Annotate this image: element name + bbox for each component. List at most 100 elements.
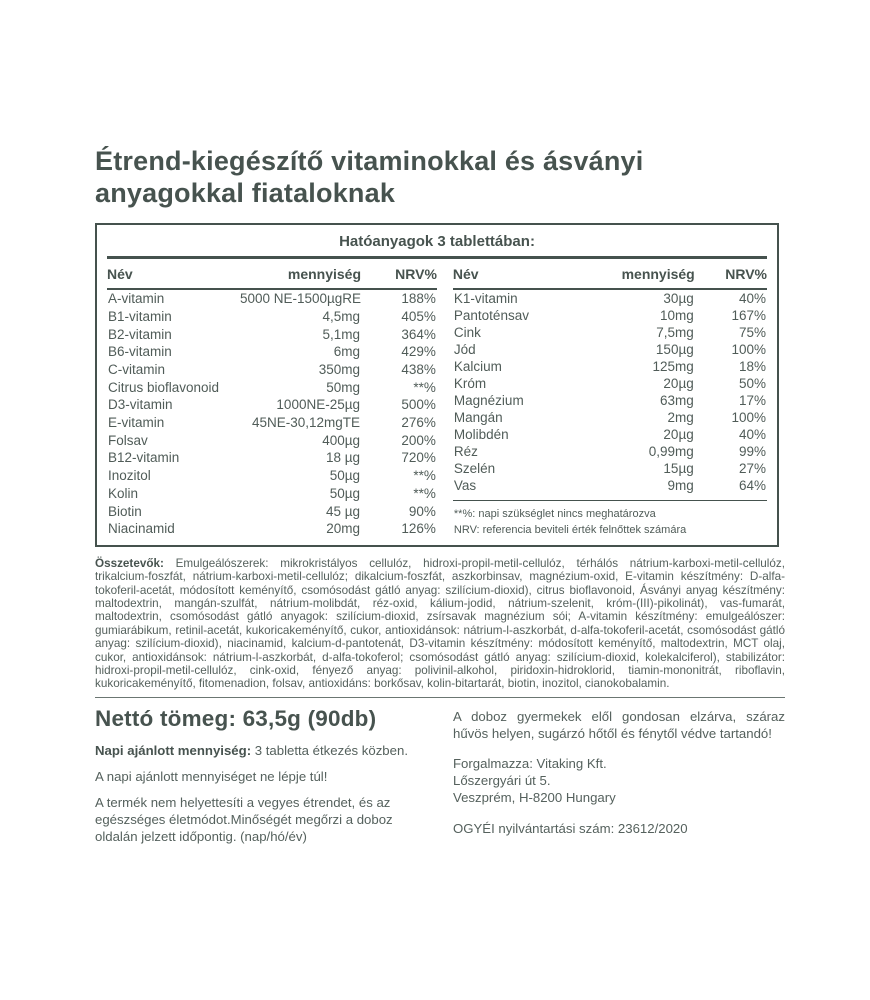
nutrient-nrv: 438%	[401, 361, 436, 377]
distributor-address: Forgalmazza: Vitaking Kft. Lőszergyári ú…	[453, 755, 785, 806]
table-row: Biotin 45 µg 90%	[107, 502, 437, 520]
nutrient-nrv: 50%	[738, 375, 766, 391]
nutrient-nrv: 364%	[401, 326, 436, 342]
ingredients-text: Emulgeálószerek: mikrokristályos celluló…	[95, 556, 785, 691]
nutrient-rows-right: K1-vitamin 30µg 40% Pantoténsav 10mg 167…	[453, 289, 767, 494]
table-row: D3-vitamin 1000NE-25µg 500%	[107, 396, 437, 414]
divider-thick	[107, 255, 767, 259]
table-columns: Név mennyiség NRV% A-vitamin 5000 NE-150…	[105, 258, 769, 538]
distributor-line: Lőszergyári út 5.	[453, 773, 551, 789]
dosage-block: Nettó tömeg: 63,5g (90db) Napi ajánlott …	[95, 705, 435, 855]
nutrient-nrv: 167%	[731, 307, 766, 323]
nutrient-nrv: 18%	[738, 358, 766, 374]
nutrient-amount: 9mg	[667, 477, 694, 493]
nutrient-nrv: 720%	[401, 450, 436, 466]
nutrient-name: D3-vitamin	[108, 397, 173, 413]
nutrient-name: E-vitamin	[108, 415, 165, 431]
nutrient-nrv: 276%	[401, 415, 436, 431]
nutrient-name: Kalcium	[453, 358, 502, 374]
nutrient-amount: 4,5mg	[322, 308, 361, 324]
daily-dose-text: 3 tabletta étkezés közben.	[251, 742, 408, 758]
nutrient-name: Molibdén	[453, 426, 509, 442]
nutrient-nrv: 17%	[738, 392, 766, 408]
table-row: Inozitol 50µg **%	[107, 467, 437, 485]
table-row: Pantoténsav 10mg 167%	[453, 307, 767, 324]
nutrient-amount: 400µg	[322, 432, 361, 448]
table-row: Kolin 50µg **%	[107, 485, 437, 503]
nutrient-amount: 150µg	[655, 341, 694, 357]
table-row: Magnézium 63mg 17%	[453, 392, 767, 409]
nutrient-nrv: 500%	[401, 397, 436, 413]
nutrient-name: Vas	[453, 477, 477, 493]
footnote-symbol: **%: napi szükséglet nincs meghatározva	[452, 499, 767, 522]
nutrient-amount: 45NE-30,12mgTE	[251, 415, 361, 431]
table-row: Kalcium 125mg 18%	[453, 358, 767, 375]
nutrient-amount: 0,99mg	[648, 443, 694, 459]
nutrient-name: Niacinamid	[108, 521, 175, 537]
nutrient-name: Mangán	[453, 409, 503, 425]
nutrient-name: Réz	[453, 443, 478, 459]
column-header-amount: mennyiség	[238, 258, 362, 290]
nutrient-amount: 30µg	[663, 290, 694, 306]
nutrient-amount: 6mg	[333, 344, 361, 360]
net-weight: Nettó tömeg: 63,5g (90db)	[95, 705, 377, 731]
footnote-nrv: NRV: referencia beviteli érték felnőttek…	[453, 523, 687, 536]
nutrient-nrv: 99%	[738, 443, 766, 459]
nutrient-name: C-vitamin	[108, 361, 166, 377]
table-row: Szelén 15µg 27%	[453, 460, 767, 477]
table-row: B1-vitamin 4,5mg 405%	[107, 307, 437, 325]
table-row: B12-vitamin 18 µg 720%	[107, 449, 437, 467]
table-row: Jód 150µg 100%	[453, 341, 767, 358]
daily-dose: Napi ajánlott mennyiség: 3 tabletta étke…	[95, 742, 435, 759]
nutrient-name: Pantoténsav	[453, 307, 529, 323]
nutrient-name: Króm	[453, 375, 487, 391]
table-row: B6-vitamin 6mg 429%	[107, 343, 437, 361]
nutrient-amount: 7,5mg	[656, 324, 694, 340]
nutrient-name: Inozitol	[108, 468, 151, 484]
nutrient-nrv: **%	[413, 379, 436, 395]
nutrient-amount: 20µg	[663, 426, 694, 442]
nutrient-amount: 125mg	[652, 358, 694, 374]
footnote-row: NRV: referencia beviteli érték felnőttek…	[453, 522, 767, 538]
nutrient-name: B6-vitamin	[108, 344, 172, 360]
nutrient-nrv: 429%	[401, 344, 436, 360]
distributor-block: A doboz gyermekek elől gondosan elzárva,…	[453, 705, 785, 855]
column-header-amount: mennyiség	[578, 258, 695, 290]
nutrient-name: B1-vitamin	[108, 308, 172, 324]
nutrient-amount: 5000 NE-1500µgRE	[239, 291, 362, 307]
registration-number: OGYÉI nyilvántartási szám: 23612/2020	[453, 820, 688, 836]
active-ingredients-table-box: Hatóanyagok 3 tablettában: Név mennyiség…	[95, 222, 779, 547]
nutrient-amount: 63mg	[659, 392, 694, 408]
bottom-section: Nettó tömeg: 63,5g (90db) Napi ajánlott …	[95, 705, 785, 855]
nutrient-amount: 1000NE-25µg	[276, 397, 361, 413]
nutrient-nrv: 100%	[731, 409, 766, 425]
distributor-line: Veszprém, H-8200 Hungary	[453, 790, 616, 806]
nutrient-name: Folsav	[108, 432, 148, 448]
nutrient-nrv: **%	[413, 468, 436, 484]
table-row: Molibdén 20µg 40%	[453, 426, 767, 443]
nutrient-name: Szelén	[453, 460, 496, 476]
table-row: Króm 20µg 50%	[453, 375, 767, 392]
table-row: A-vitamin 5000 NE-1500µgRE 188%	[107, 289, 437, 308]
table-row: Vas 9mg 64%	[453, 477, 767, 494]
nutrient-amount: 20mg	[326, 521, 361, 537]
nutrient-amount: 10mg	[659, 307, 694, 323]
table-row: C-vitamin 350mg 438%	[107, 361, 437, 379]
nutrient-nrv: 40%	[738, 290, 766, 306]
table-row: B2-vitamin 5,1mg 364%	[107, 325, 437, 343]
nutrient-nrv: 90%	[408, 503, 436, 519]
table-row: Folsav 400µg 200%	[107, 431, 437, 449]
disclaimer: A termék nem helyettesíti a vegyes étren…	[95, 795, 393, 845]
nutrient-amount: 5,1mg	[322, 326, 361, 342]
nutrient-amount: 18 µg	[325, 450, 361, 466]
nutrient-amount: 50µg	[329, 468, 361, 484]
nutrient-name: Citrus bioflavonoid	[108, 379, 220, 395]
daily-dose-label: Napi ajánlott mennyiség:	[95, 742, 252, 758]
label-page: Étrend-kiegészítő vitaminokkal és ásvány…	[95, 146, 785, 855]
nutrient-amount: 45 µg	[325, 503, 361, 519]
table-row: Niacinamid 20mg 126%	[107, 520, 437, 538]
nutrient-nrv: 126%	[401, 521, 436, 537]
column-header-name: Név	[452, 258, 579, 290]
divider-thin	[95, 696, 785, 698]
table-row: Réz 0,99mg 99%	[453, 443, 767, 460]
